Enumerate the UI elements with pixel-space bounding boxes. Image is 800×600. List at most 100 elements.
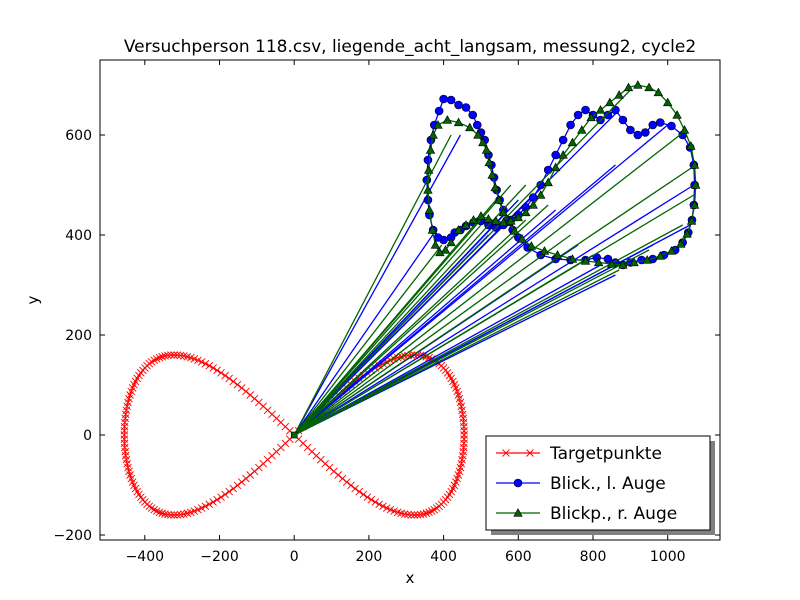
- x-tick-label: 800: [580, 549, 607, 565]
- targetpunkte-marker: [237, 478, 246, 486]
- targetpunkte-marker: [347, 481, 355, 490]
- gaze-ray: [293, 229, 437, 436]
- x-axis-label: x: [406, 569, 415, 587]
- targetpunkte-marker: [173, 511, 182, 519]
- gaze-point: [521, 207, 531, 217]
- y-axis-label: y: [24, 295, 42, 304]
- gaze-point: [633, 130, 643, 140]
- targetpunkte-marker: [164, 510, 172, 519]
- targetpunkte-marker: [217, 493, 225, 501]
- gaze-ray: [293, 184, 512, 436]
- gaze-point: [543, 165, 553, 175]
- targetpunkte-marker: [209, 364, 217, 372]
- targetpunkte-marker: [413, 511, 422, 519]
- gaze-point: [468, 110, 478, 120]
- gaze-point: [473, 130, 483, 139]
- gaze-point: [655, 118, 665, 127]
- legend-label: Targetpunkte: [549, 444, 662, 464]
- gaze-point: [605, 97, 615, 107]
- gaze-point: [686, 216, 697, 225]
- legend-entry: Targetpunkte: [496, 444, 662, 464]
- targetpunkte-marker: [152, 507, 161, 515]
- gaze-point: [453, 225, 464, 234]
- y-tick-label: 200: [65, 328, 92, 344]
- gaze-point: [476, 211, 486, 220]
- targetpunkte-marker: [197, 504, 206, 512]
- gaze-point: [484, 157, 494, 167]
- targetpunkte-marker: [201, 502, 210, 511]
- gaze-point: [644, 82, 654, 92]
- gaze-point: [586, 112, 596, 122]
- gaze-ray: [293, 184, 527, 436]
- targetpunkte-marker: [367, 495, 376, 504]
- gaze-point: [490, 182, 500, 192]
- gaze-point: [580, 256, 591, 265]
- targetpunkte-marker: [375, 500, 384, 509]
- targetpunkte-marker: [167, 511, 175, 519]
- gaze-point: [667, 121, 676, 131]
- gaze-point: [593, 257, 604, 267]
- gaze-point: [446, 95, 456, 105]
- gaze-point: [648, 120, 658, 130]
- gaze-point: [461, 103, 471, 112]
- gaze-point: [566, 120, 575, 130]
- gaze-ray: [293, 134, 461, 436]
- gaze-point: [686, 141, 696, 150]
- targetpunkte-marker: [201, 359, 210, 368]
- targetpunkte-marker: [205, 500, 214, 509]
- gaze-point: [465, 122, 475, 132]
- x-tick-label: 600: [505, 549, 532, 565]
- targetpunkte-marker: [221, 490, 229, 499]
- targetpunkte-marker: [425, 508, 433, 517]
- gaze-point: [428, 130, 438, 139]
- gaze-point: [543, 177, 553, 187]
- targetpunkte-marker: [176, 351, 185, 360]
- plot-frame: [99, 59, 721, 541]
- gaze-point: [642, 255, 652, 264]
- gaze-point: [577, 125, 587, 134]
- targetpunkte-marker: [213, 366, 221, 375]
- targetpunkte-marker: [371, 498, 380, 506]
- gaze-point: [423, 155, 433, 165]
- gaze-point: [454, 100, 463, 110]
- gaze-point: [423, 165, 434, 174]
- legend-marker: [526, 449, 534, 457]
- targetpunkte-marker: [237, 384, 246, 392]
- gaze-point: [676, 239, 686, 248]
- targetpunkte-marker: [180, 352, 188, 360]
- targetpunkte-marker: [209, 498, 217, 506]
- targetpunkte-marker: [173, 351, 182, 359]
- gaze-ray: [293, 234, 571, 436]
- targetpunkte-marker: [170, 511, 178, 519]
- gaze-ray: [293, 164, 697, 436]
- targetpunkte-marker: [176, 510, 185, 519]
- gaze-point: [439, 94, 448, 104]
- gaze-point: [487, 170, 497, 179]
- series-targetpunkte: [120, 351, 468, 519]
- gaze-ray: [293, 129, 687, 436]
- y-axis: −200 0 200 400 600: [54, 128, 720, 544]
- y-tick-label: 600: [65, 128, 92, 144]
- gaze-point: [423, 185, 433, 194]
- chart-title: Versuchperson 118.csv, liegende_acht_lan…: [124, 37, 696, 57]
- targetpunkte-marker: [233, 380, 242, 389]
- gaze-point: [558, 150, 568, 159]
- targetpunkte-marker: [164, 351, 172, 360]
- gaze-point: [663, 97, 673, 107]
- gaze-ray: [293, 249, 650, 436]
- gaze-point: [433, 120, 443, 129]
- gaze-point: [430, 240, 441, 249]
- gaze-point: [536, 190, 546, 199]
- gaze-point: [526, 241, 537, 250]
- gaze-point: [552, 250, 563, 259]
- targetpunkte-marker: [158, 352, 166, 361]
- targetpunkte-marker: [416, 510, 425, 519]
- legend-label: Blickp., r. Auge: [550, 504, 677, 524]
- gaze-ray: [293, 184, 695, 436]
- gaze-ray: [293, 209, 557, 436]
- targetpunkte-marker: [342, 478, 351, 486]
- gaze-point: [478, 137, 488, 147]
- gaze-point: [603, 110, 613, 120]
- gaze-point: [491, 216, 501, 225]
- y-tick-label: −200: [54, 528, 92, 544]
